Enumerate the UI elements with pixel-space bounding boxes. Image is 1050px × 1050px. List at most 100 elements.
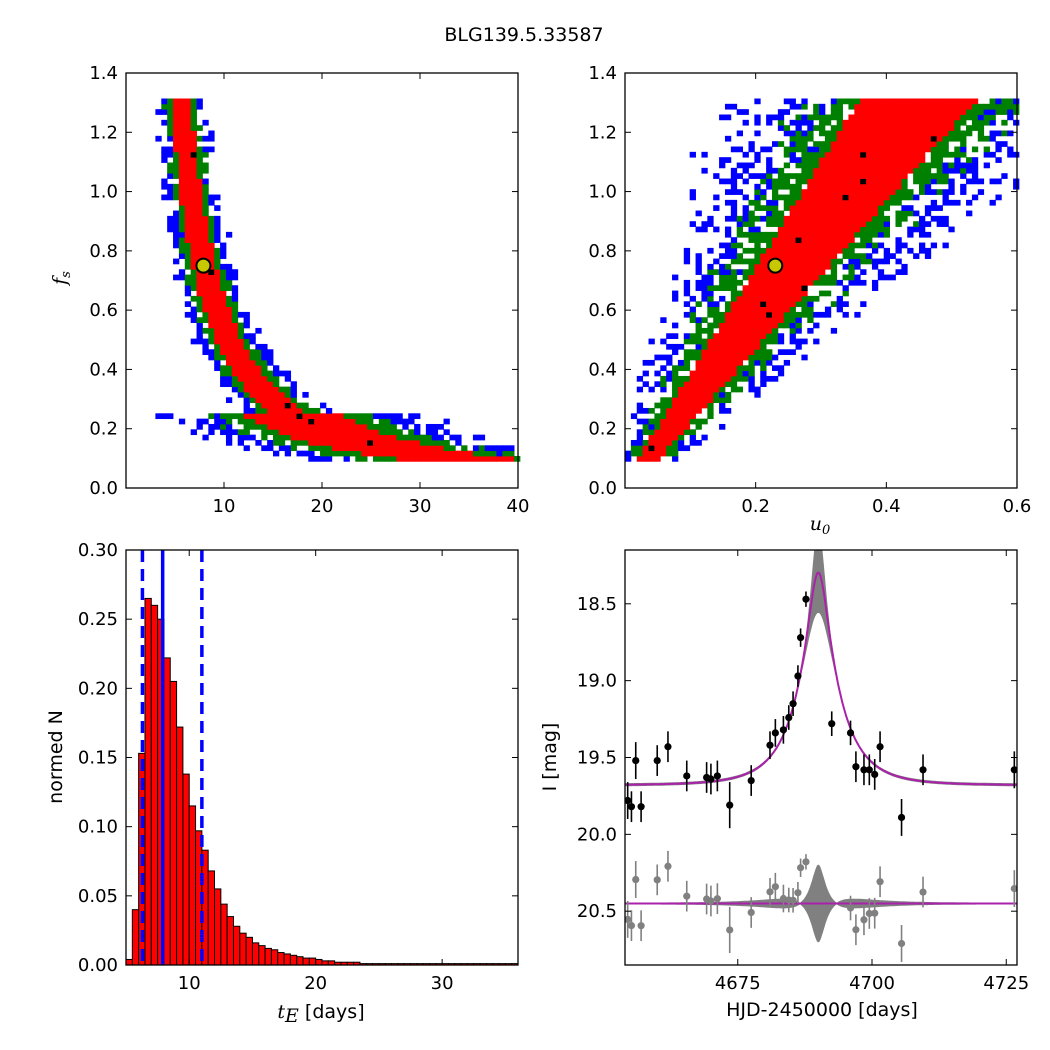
hist-bar [131,909,140,966]
p2-cell [648,429,655,436]
p2-cell [801,253,808,259]
p2-cell [766,322,773,329]
p2-cell [724,322,732,329]
p2-cell [807,231,814,238]
p1-cell [225,439,233,446]
p2-cell [813,173,820,179]
p2-cell [813,221,820,227]
p2-cell [648,434,655,441]
p2-cell [924,135,932,142]
p1-cell [255,407,262,414]
residual-point [707,897,715,905]
p1-cell [231,269,239,275]
p2-cell [760,269,767,275]
p1-cell [378,413,386,420]
p2-cell [742,338,749,345]
p2-cell [795,215,802,222]
p2-cell [701,365,708,372]
p2-cell [689,317,696,323]
p2-cell [707,274,714,281]
p2-cell [1007,151,1014,158]
p2-cell [772,279,779,286]
p2-cell [795,221,802,227]
p1-cell [208,290,215,297]
p2-cell [942,119,949,126]
p2-ytick-label: 1.4 [588,63,617,84]
p2-cell [736,189,743,195]
p2-cell [924,167,932,174]
p2-cell [795,178,802,185]
p1-cell [178,103,186,110]
p2-cell [760,279,767,286]
p2-cell [889,119,896,126]
p2-cell [830,269,838,275]
p2-cell [701,327,708,334]
p2-cell [895,125,902,131]
p2-cell [707,290,714,297]
p2-cell [977,130,985,137]
p1-cell [367,418,374,425]
p2-cell [701,381,708,388]
p2-cell [707,413,714,420]
p2-cell [895,162,902,169]
p2-cell [807,146,814,153]
p1-cell [267,381,274,388]
p2-cell [830,194,838,201]
p2-cell [719,391,726,398]
p2-cell [883,205,890,211]
p2-cell [924,183,932,190]
p1-cell [178,237,186,243]
p1-cell [184,263,192,270]
p2-cell [989,178,996,185]
p2-cell [736,386,743,393]
p2-cell [783,263,791,270]
p2-cell [860,162,867,169]
p2-cell [642,423,649,430]
p2-cell [713,194,720,201]
p2-cell [954,151,961,158]
p2-cell [942,242,949,249]
p2-cell [730,365,738,372]
residual-point [897,939,906,948]
p2-cell [654,455,661,462]
p2-cell [813,183,820,190]
p2-cell [824,183,832,190]
p2-cell [824,157,832,163]
p2-cell [948,98,955,105]
p2-cell [777,338,785,345]
p2-cell [830,151,838,158]
p2-cell [871,173,879,179]
p2-cell [789,157,796,163]
hist-bar [226,916,234,966]
p2-cell [666,429,673,436]
p2-cell [801,173,808,179]
p1-cell [261,354,268,361]
p2-cell [842,237,849,243]
p2-cell [830,263,838,270]
p2-cell [871,199,879,206]
p1-cell [167,135,174,142]
p1-cell [261,402,268,409]
p2-cell [819,119,826,126]
p1-cell [396,445,403,452]
p1-cell [349,450,356,457]
p2-cell [901,119,908,126]
p2-cell [689,295,696,302]
p2-cell [701,354,708,361]
p2-cell [819,253,826,259]
p2-cell [830,146,838,153]
p2-cell [760,338,767,345]
p2-cell [760,263,767,270]
p2-cell [913,103,920,110]
p2-cell [877,189,885,195]
p2-cell [801,231,808,238]
p1-cell [243,429,250,436]
p2-cell [860,231,867,238]
p2-cell [871,151,879,158]
p2-cell [919,130,926,137]
p2-cell [883,162,890,169]
p2-cell [842,167,849,174]
p2-cell [936,189,943,195]
p2-cell [672,407,679,414]
p1-cell [367,423,374,430]
